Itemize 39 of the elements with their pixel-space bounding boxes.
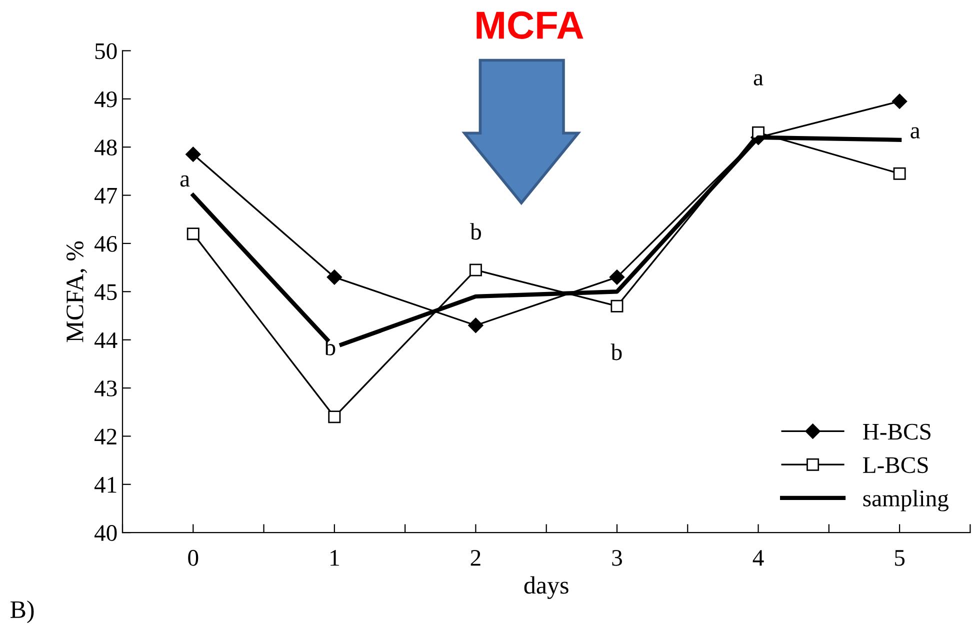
x-tick-label: 0	[188, 550, 198, 566]
point	[326, 270, 342, 285]
annotation: a	[910, 127, 920, 139]
y-tick-label: 43	[94, 380, 117, 396]
y-tick-label: 40	[94, 525, 117, 541]
x-tick-label: 2	[470, 550, 480, 566]
annotation: b	[470, 223, 481, 240]
point	[469, 264, 482, 276]
point	[892, 94, 908, 109]
y-tick-label: 49	[94, 91, 117, 108]
y-tick-label: 45	[94, 284, 117, 300]
legend-label: L-BCS	[863, 457, 928, 474]
y-tick-label: 41	[94, 476, 116, 493]
point	[893, 167, 906, 180]
annotation: a	[180, 175, 190, 187]
point	[186, 146, 201, 162]
chart-title: MCFA	[476, 11, 584, 39]
annotation: a	[754, 74, 764, 86]
y-tick-label: 50	[95, 43, 117, 60]
point	[186, 228, 200, 240]
y-tick-label: 44	[94, 332, 118, 348]
point	[609, 270, 625, 285]
point	[468, 318, 484, 333]
x-tick-label: 4	[752, 550, 764, 566]
y-axis-title: MCFA, %	[66, 241, 87, 342]
y-tick-label: 47	[94, 188, 117, 204]
point	[610, 300, 624, 312]
point	[328, 410, 341, 424]
x-tick-label: 3	[612, 550, 622, 566]
legend-label: H-BCS	[863, 424, 930, 440]
annotation: b	[610, 344, 622, 360]
y-tick-label: 42	[94, 428, 116, 444]
legend-label: sampling	[863, 490, 948, 512]
y-tick-label: 46	[94, 236, 117, 252]
x-tick-label: 1	[330, 550, 339, 566]
text: B)	[10, 600, 34, 624]
x-tick-label: 5	[895, 550, 905, 566]
x-axis-title: days	[524, 576, 568, 599]
y-tick-label: 48	[94, 140, 117, 156]
